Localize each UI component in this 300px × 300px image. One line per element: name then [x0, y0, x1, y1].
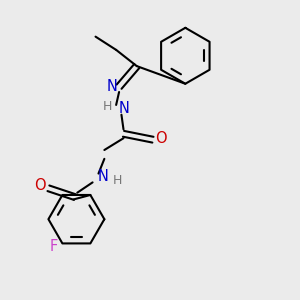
- Text: N: N: [98, 169, 108, 184]
- Text: N: N: [119, 101, 130, 116]
- Text: F: F: [50, 239, 58, 254]
- Text: O: O: [34, 178, 46, 194]
- Text: H: H: [112, 174, 122, 187]
- Text: O: O: [155, 131, 167, 146]
- Text: N: N: [106, 79, 117, 94]
- Text: H: H: [103, 100, 112, 113]
